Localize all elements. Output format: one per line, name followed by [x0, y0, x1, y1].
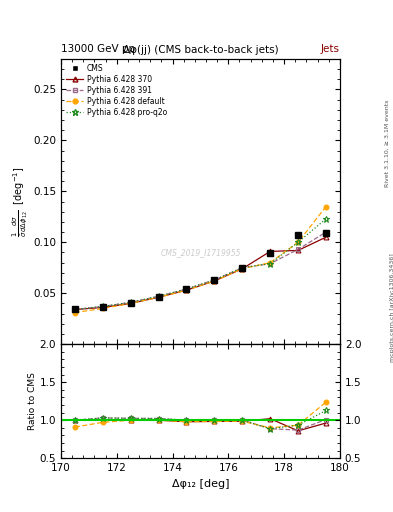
Text: Jets: Jets [321, 44, 340, 54]
Text: 13000 GeV pp: 13000 GeV pp [61, 44, 135, 54]
X-axis label: Δφ₁₂ [deg]: Δφ₁₂ [deg] [172, 479, 229, 488]
Text: CMS_2019_I1719955: CMS_2019_I1719955 [160, 248, 241, 258]
Title: Δφ(jj) (CMS back-to-back jets): Δφ(jj) (CMS back-to-back jets) [123, 46, 278, 55]
Text: Rivet 3.1.10, ≥ 3.1M events: Rivet 3.1.10, ≥ 3.1M events [385, 100, 389, 187]
Text: mcplots.cern.ch [arXiv:1306.3436]: mcplots.cern.ch [arXiv:1306.3436] [390, 253, 393, 361]
Y-axis label: Ratio to CMS: Ratio to CMS [28, 372, 37, 430]
Legend: CMS, Pythia 6.428 370, Pythia 6.428 391, Pythia 6.428 default, Pythia 6.428 pro-: CMS, Pythia 6.428 370, Pythia 6.428 391,… [65, 62, 169, 118]
Y-axis label: $\frac{1}{\bar{\sigma}}\frac{d\sigma}{d\Delta\phi_{12}}$  [deg$^{-1}$]: $\frac{1}{\bar{\sigma}}\frac{d\sigma}{d\… [11, 166, 30, 237]
